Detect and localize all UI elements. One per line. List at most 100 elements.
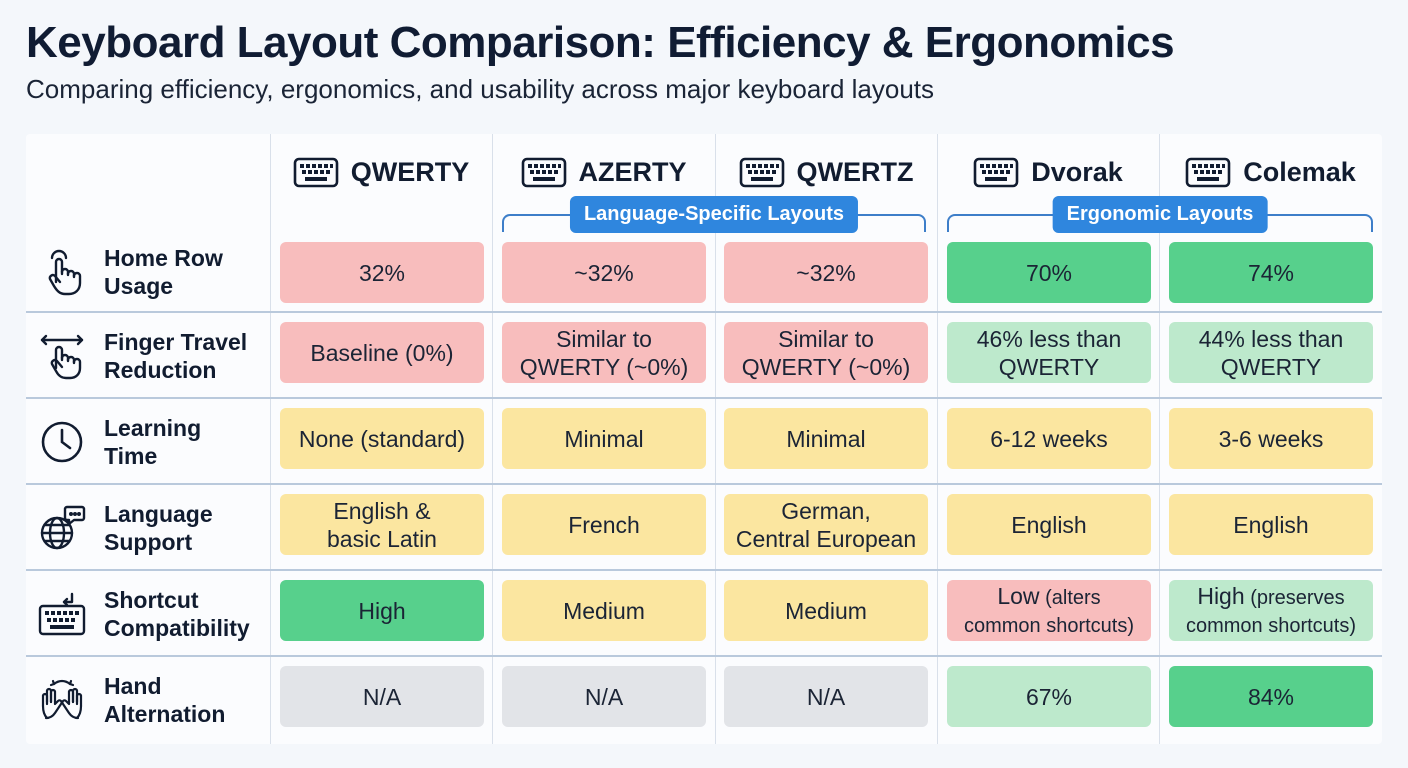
cell-text: English & basic Latin xyxy=(327,497,437,553)
group-ergonomic: Ergonomic Layouts xyxy=(947,196,1373,236)
cell-text-line: Central European xyxy=(735,525,917,552)
cell-text-line: 46% less than xyxy=(976,325,1122,352)
cell-text: English xyxy=(1011,511,1087,538)
swipe-hand-icon xyxy=(40,334,84,380)
cell-text: Baseline (0%) xyxy=(310,339,454,366)
table-cell: Low (alters common shortcuts) xyxy=(947,580,1151,641)
cell-text: Similar to QWERTY (~0%) xyxy=(742,325,911,381)
globe-chat-icon xyxy=(40,505,86,550)
cell-text: 67% xyxy=(1025,683,1073,710)
cell-text: None (standard) xyxy=(298,425,466,452)
cell-text-line: 44% less than xyxy=(1198,325,1344,352)
page-subtitle: Comparing efficiency, ergonomics, and us… xyxy=(26,74,935,104)
table-cell: English xyxy=(1169,494,1373,555)
table-cell: 74% xyxy=(1169,242,1373,303)
group-language-specific: Language-Specific Layouts xyxy=(502,196,926,236)
table-cell: 70% xyxy=(947,242,1151,303)
cell-text: French xyxy=(568,511,640,538)
cell-text: Similar to QWERTY (~0%) xyxy=(520,325,689,381)
cell-text-line: QWERTY (~0%) xyxy=(741,353,911,380)
column-header-colemak: Colemak xyxy=(1159,144,1382,200)
cell-text-line: basic Latin xyxy=(327,525,437,552)
row-label-language-support: Language Support xyxy=(26,498,270,558)
table-cell: English & basic Latin xyxy=(280,494,484,555)
cell-text: N/A xyxy=(362,683,402,710)
table-cell: High xyxy=(280,580,484,641)
keyboard-icon xyxy=(521,157,566,188)
table-cell: 84% xyxy=(1169,666,1373,727)
row-label-line: Language xyxy=(104,501,213,527)
cell-text: ~32% xyxy=(574,259,634,286)
cell-text: Minimal xyxy=(564,425,644,452)
cell-text: 6-12 weeks xyxy=(990,425,1108,452)
column-header-label: QWERTZ xyxy=(796,156,914,187)
cell-text-line: Low (alters xyxy=(997,582,1101,609)
cell-text-line: Similar to xyxy=(778,325,874,352)
row-label-line: Support xyxy=(104,529,193,555)
table-cell: Minimal xyxy=(502,408,706,469)
table-cell: Minimal xyxy=(724,408,928,469)
group-label: Language-Specific Layouts xyxy=(569,196,859,233)
cell-text: Medium xyxy=(785,597,867,624)
table-cell: 67% xyxy=(947,666,1151,727)
row-divider xyxy=(26,483,1382,485)
cell-text: 74% xyxy=(1247,259,1295,286)
table-cell: 44% less than QWERTY xyxy=(1169,322,1373,383)
cell-text: High (preserves common shortcuts) xyxy=(1186,582,1356,640)
column-header-qwertz: QWERTZ xyxy=(715,144,937,200)
cell-text: German, Central European xyxy=(736,497,916,553)
row-label-line: Home Row xyxy=(104,245,223,271)
cell-text: 3-6 weeks xyxy=(1218,425,1324,452)
column-header-label: Dvorak xyxy=(1031,156,1123,187)
column-divider xyxy=(937,134,938,744)
comparison-table: QWERTY AZERTY QWERTZ Dvorak Colemak Lang… xyxy=(26,134,1382,744)
cell-text: 70% xyxy=(1025,259,1073,286)
row-label-hand-alternation: Hand Alternation xyxy=(26,670,270,730)
table-cell: 3-6 weeks xyxy=(1169,408,1373,469)
row-label-line: Reduction xyxy=(104,357,217,383)
row-label-shortcut-compatibility: Shortcut Compatibility xyxy=(26,584,270,644)
table-cell: French xyxy=(502,494,706,555)
column-divider xyxy=(270,134,271,744)
cell-text: ~32% xyxy=(796,259,856,286)
column-header-label: QWERTY xyxy=(350,156,470,187)
table-cell: N/A xyxy=(280,666,484,727)
keyboard-icon xyxy=(739,157,784,188)
row-label-line: Time xyxy=(104,443,158,469)
table-cell: 6-12 weeks xyxy=(947,408,1151,469)
cell-text-line: Similar to xyxy=(556,325,652,352)
two-hands-icon xyxy=(41,679,83,720)
cell-text-line: common shortcuts) xyxy=(963,614,1135,637)
table-cell: Similar to QWERTY (~0%) xyxy=(724,322,928,383)
cell-text: High xyxy=(358,597,406,624)
cell-text-line: QWERTY xyxy=(1220,353,1322,380)
group-label: Ergonomic Layouts xyxy=(1052,196,1268,233)
keyboard-icon xyxy=(38,592,86,636)
cell-text: Low (alters common shortcuts) xyxy=(964,582,1134,640)
cell-text-line: common shortcuts) xyxy=(1185,614,1357,637)
keyboard-icon xyxy=(973,157,1019,188)
row-label-finger-travel: Finger Travel Reduction xyxy=(26,326,270,386)
table-cell: Baseline (0%) xyxy=(280,322,484,383)
row-label-home-row-usage: Home Row Usage xyxy=(26,242,270,302)
cell-text: 46% less than QWERTY xyxy=(977,325,1121,381)
cell-text-line: High (preserves xyxy=(1197,582,1345,609)
row-divider xyxy=(26,569,1382,571)
column-divider xyxy=(1159,134,1160,744)
table-cell: 32% xyxy=(280,242,484,303)
cell-text: 84% xyxy=(1247,683,1295,710)
row-label-line: Usage xyxy=(104,273,174,299)
cell-text-line: German, xyxy=(781,497,871,524)
table-cell: Similar to QWERTY (~0%) xyxy=(502,322,706,383)
column-divider xyxy=(715,134,716,744)
cell-text: 32% xyxy=(358,259,406,286)
cell-text-line: QWERTY xyxy=(998,353,1100,380)
row-label-line: Hand xyxy=(104,673,162,699)
cell-text: 44% less than QWERTY xyxy=(1199,325,1343,381)
tap-hand-icon xyxy=(48,249,82,296)
table-cell: Medium xyxy=(502,580,706,641)
cell-text: Minimal xyxy=(786,425,866,452)
row-label-line: Shortcut xyxy=(104,587,199,613)
row-label-line: Finger Travel xyxy=(104,329,248,355)
